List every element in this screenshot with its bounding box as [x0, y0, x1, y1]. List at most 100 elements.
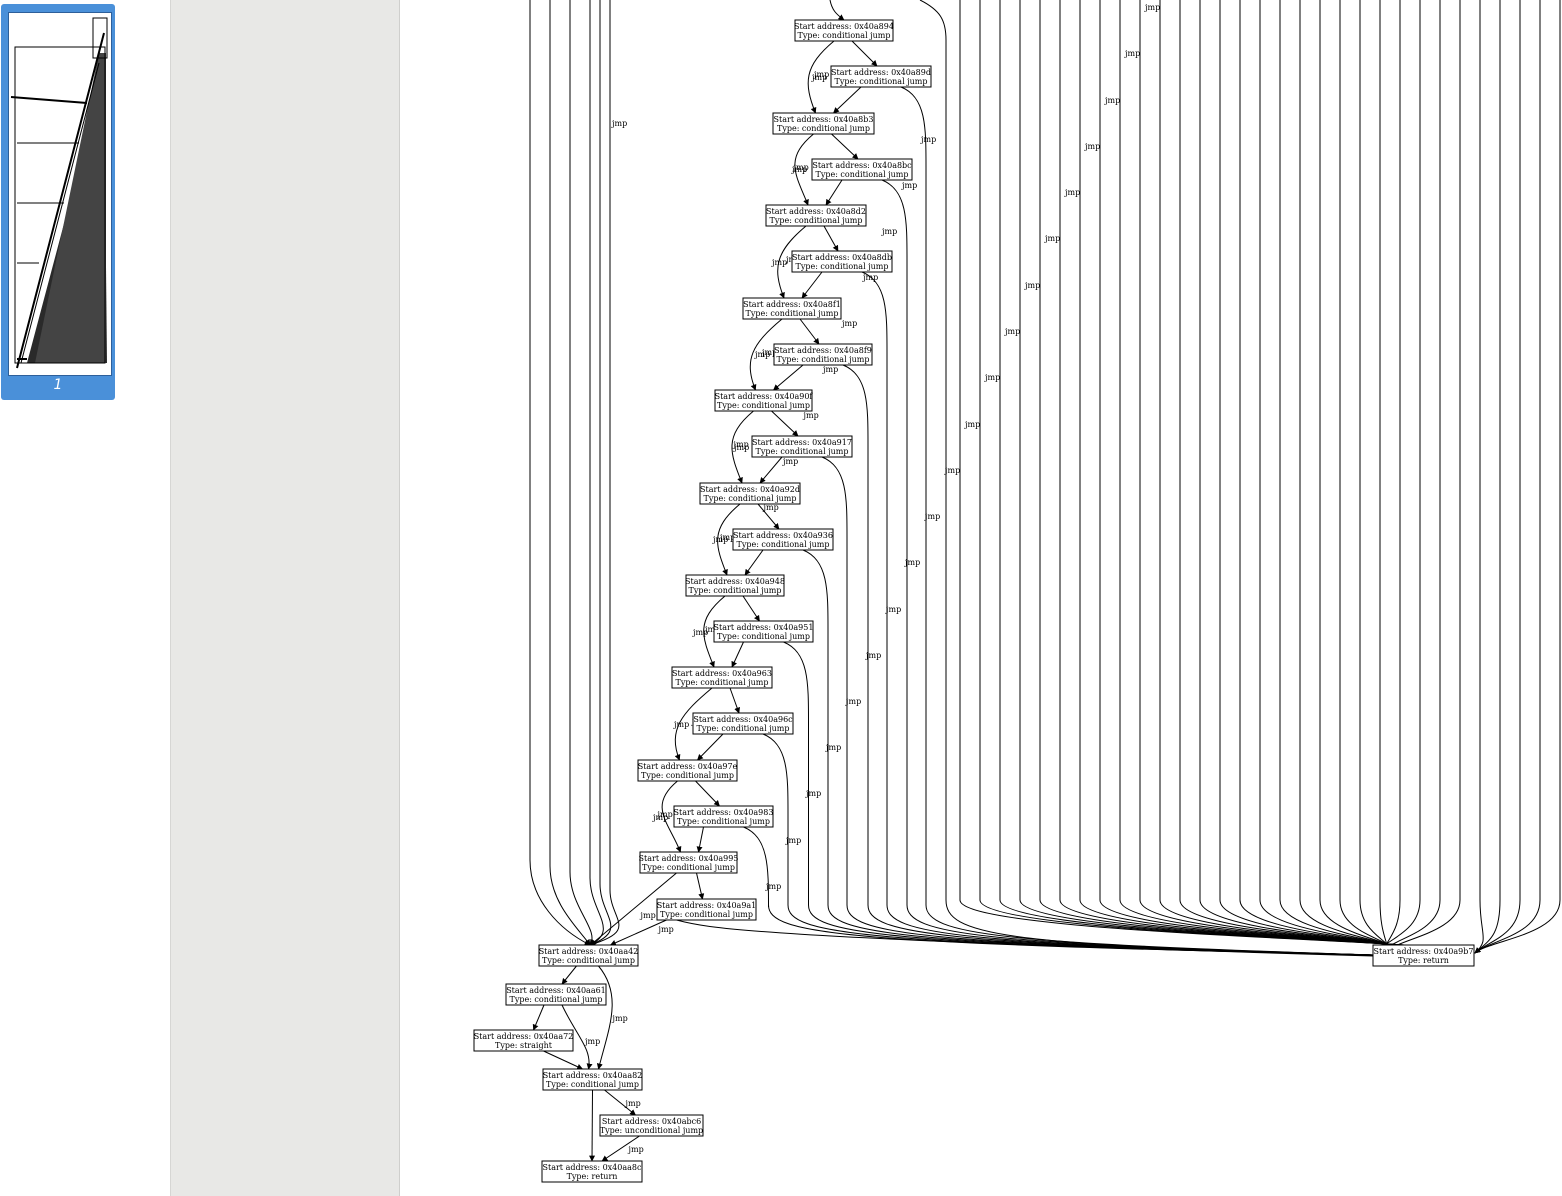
cfg-node-box	[713, 620, 814, 643]
cfg-node-type: Type: conditional jump	[777, 124, 870, 133]
cfg-edge-label: jmp	[640, 911, 656, 920]
cfg-node-box	[599, 1114, 704, 1137]
cfg-edge-label: jmp	[612, 1014, 628, 1023]
cfg-edge	[999, 0, 1467, 954]
cfg-node-box	[671, 666, 773, 689]
cfg-edge	[529, 0, 591, 946]
cfg-edge	[1179, 0, 1431, 954]
cfg-edge	[1359, 0, 1395, 954]
cfg-edge	[744, 549, 764, 576]
cfg-edge-label: jmp	[673, 720, 689, 729]
page-thumbnail-selected[interactable]: 1	[1, 4, 115, 400]
cfg-node-box	[685, 574, 785, 597]
cfg-node-address: Start address: 0x40aa42	[539, 947, 639, 956]
cfg-node-type: Type: conditional jump	[642, 863, 735, 872]
cfg-edge	[676, 919, 1374, 957]
cfg-node-type: Type: conditional jump	[688, 586, 781, 595]
cfg-node-type: Type: straight	[495, 1041, 553, 1050]
cfg-edge	[590, 872, 677, 946]
cfg-edge-label: jmp	[771, 258, 787, 267]
cfg-node-type: Type: return	[567, 1172, 618, 1181]
cfg-edge	[1381, 0, 1401, 954]
cfg-node-type: Type: conditional jump	[675, 678, 768, 687]
cfg-edge	[794, 133, 814, 206]
cfg-edge	[1474, 0, 1561, 954]
cfg-node-address: Start address: 0x40a948	[685, 577, 785, 586]
cfg-edge	[757, 503, 780, 530]
cfg-edge-label: jmp	[841, 319, 857, 328]
cfg-edge	[1139, 0, 1439, 954]
cfg-edge	[561, 965, 577, 985]
cfg-node-box	[742, 297, 842, 320]
cfg-edge	[842, 364, 1374, 956]
cfg-edge	[1474, 0, 1521, 954]
cfg-node-box	[473, 1029, 574, 1052]
cfg-node-type: Type: conditional jump	[542, 956, 635, 965]
cfg-edge	[589, 1089, 596, 1162]
cfg-node-box	[1372, 944, 1475, 967]
viewer-gutter	[170, 0, 400, 1196]
cfg-edge-label: jmp	[920, 135, 936, 144]
cfg-edge	[1039, 0, 1459, 954]
cfg-edge-label: jmp	[1064, 188, 1080, 197]
cfg-edge	[697, 733, 724, 761]
cfg-edge	[742, 595, 760, 622]
cfg-edge	[703, 595, 726, 668]
cfg-edge-label: jmp	[584, 1037, 600, 1046]
cfg-node-type: Type: conditional jump	[776, 355, 869, 364]
cfg-node-box	[791, 250, 893, 273]
cfg-node-box	[772, 112, 875, 135]
cfg-node-type: Type: conditional jump	[769, 216, 862, 225]
cfg-edge-label: jmp	[782, 457, 798, 466]
cfg-node-box	[811, 158, 913, 181]
cfg-edge	[749, 318, 783, 391]
cfg-edge	[696, 826, 704, 853]
cfg-node-address: Start address: 0x40a90f	[715, 392, 814, 401]
cfg-edge	[1059, 0, 1455, 954]
cfg-edge	[569, 0, 596, 946]
cfg-node-address: Start address: 0x40aa61	[506, 986, 606, 995]
cfg-node-type: Type: conditional jump	[717, 401, 810, 410]
thumbnail-page-number: 1	[53, 377, 63, 393]
cfg-edge-label: jmp	[765, 882, 781, 891]
cfg-edge	[1159, 0, 1435, 954]
cfg-edge	[729, 687, 740, 714]
cfg-edge-label: jmp	[885, 605, 901, 614]
cfg-edge	[731, 410, 754, 484]
cfg-node-type: Type: conditional jump	[797, 31, 890, 40]
cfg-edge	[1279, 0, 1411, 954]
cfg-edge	[823, 225, 839, 252]
cfg-node-address: Start address: 0x40aa8c	[543, 1163, 642, 1172]
cfg-edge-label: jmp	[865, 651, 881, 660]
cfg-edge-label: jmp	[924, 512, 940, 521]
cfg-edge-label: jmp	[763, 503, 779, 512]
cfg-edge	[829, 0, 845, 21]
cfg-edge-label: jmp	[811, 73, 827, 82]
cfg-edge-label: jmp	[733, 440, 749, 449]
cfg-node-address: Start address: 0x40a9b7	[1374, 947, 1474, 956]
cfg-edge-label: jmp	[944, 466, 960, 475]
page-thumbnail-image	[8, 12, 112, 376]
graph-canvas[interactable]: jmp jmp jmp jmp jmp jmp jmp jmp jmp jmp jmp jmp jmp j…	[400, 0, 1562, 1196]
cfg-edge-label: jmp	[657, 810, 673, 819]
cfg-edge	[731, 641, 744, 668]
cfg-edge	[589, 0, 612, 946]
cfg-edge-label: jmp	[785, 836, 801, 845]
cfg-node-box	[673, 805, 774, 828]
cfg-node-type: Type: unconditional jump	[600, 1126, 703, 1135]
cfg-node-box	[794, 19, 894, 42]
cfg-edge	[596, 965, 613, 1070]
cfg-edge	[799, 318, 820, 345]
cfg-node-box	[773, 343, 873, 366]
cfg-edge-label: jmp	[1044, 234, 1060, 243]
cfg-node-address: Start address: 0x40a951	[714, 623, 814, 632]
cfg-edge	[773, 364, 804, 391]
